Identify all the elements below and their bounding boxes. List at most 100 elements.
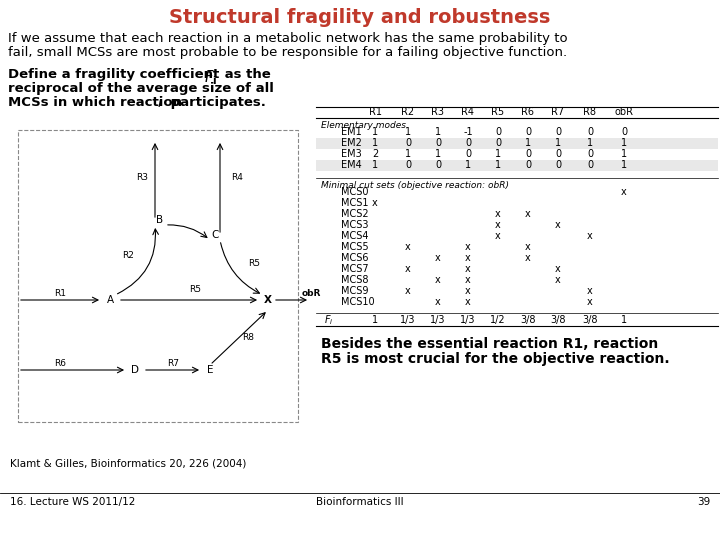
Text: 16. Lecture WS 2011/12: 16. Lecture WS 2011/12 xyxy=(10,497,135,507)
Text: x: x xyxy=(435,275,441,285)
Text: R5: R5 xyxy=(189,286,201,294)
Text: 0: 0 xyxy=(495,138,501,148)
Text: Elementary modes: Elementary modes xyxy=(321,122,406,131)
Text: 0: 0 xyxy=(405,138,411,148)
Text: R3: R3 xyxy=(136,173,148,183)
Text: fail, small MCSs are most probable to be responsible for a failing objective fun: fail, small MCSs are most probable to be… xyxy=(8,46,567,59)
Text: EM4: EM4 xyxy=(341,160,361,170)
Text: R6: R6 xyxy=(54,359,66,368)
Text: x: x xyxy=(587,286,593,296)
Text: 3/8: 3/8 xyxy=(582,315,598,325)
Text: 0: 0 xyxy=(465,138,471,148)
Text: x: x xyxy=(525,209,531,219)
Text: x: x xyxy=(465,297,471,307)
Text: 3/8: 3/8 xyxy=(521,315,536,325)
Text: x: x xyxy=(587,297,593,307)
Text: 1: 1 xyxy=(555,138,561,148)
Text: A: A xyxy=(107,295,114,305)
Text: R5: R5 xyxy=(492,107,505,117)
Text: x: x xyxy=(465,275,471,285)
Text: MCS5: MCS5 xyxy=(341,242,369,252)
Text: x: x xyxy=(555,264,561,274)
Text: x: x xyxy=(495,220,501,230)
Text: participates.: participates. xyxy=(166,96,266,109)
Text: Minimal cut sets (objective reaction: obR): Minimal cut sets (objective reaction: ob… xyxy=(321,180,509,190)
Text: 0: 0 xyxy=(587,149,593,159)
Text: -1: -1 xyxy=(463,127,473,137)
Text: x: x xyxy=(587,231,593,241)
Text: MCS4: MCS4 xyxy=(341,231,369,241)
Text: MCS7: MCS7 xyxy=(341,264,369,274)
Text: MCS10: MCS10 xyxy=(341,297,374,307)
Text: 1: 1 xyxy=(525,138,531,148)
Text: EM2: EM2 xyxy=(341,138,362,148)
Text: 1: 1 xyxy=(405,127,411,137)
Text: Structural fragility and robustness: Structural fragility and robustness xyxy=(169,8,551,27)
Text: R5: R5 xyxy=(248,259,260,267)
Text: 0: 0 xyxy=(465,149,471,159)
Text: R5 is most crucial for the objective reaction.: R5 is most crucial for the objective rea… xyxy=(321,352,670,366)
Text: x: x xyxy=(525,253,531,263)
Text: 0: 0 xyxy=(525,149,531,159)
Text: x: x xyxy=(465,286,471,296)
Text: 1/3: 1/3 xyxy=(400,315,415,325)
Text: 1: 1 xyxy=(495,149,501,159)
Text: 1: 1 xyxy=(621,149,627,159)
Text: x: x xyxy=(465,264,471,274)
Text: x: x xyxy=(405,286,411,296)
Text: 0: 0 xyxy=(555,127,561,137)
Text: 1: 1 xyxy=(435,149,441,159)
Text: x: x xyxy=(495,231,501,241)
Text: MCS8: MCS8 xyxy=(341,275,369,285)
Text: R3: R3 xyxy=(431,107,444,117)
Text: R2: R2 xyxy=(122,251,134,260)
Bar xyxy=(316,159,718,171)
Text: 1: 1 xyxy=(621,160,627,170)
Text: C: C xyxy=(211,230,219,240)
Text: reciprocal of the average size of all: reciprocal of the average size of all xyxy=(8,82,274,95)
Text: EM1: EM1 xyxy=(341,127,361,137)
Text: x: x xyxy=(495,209,501,219)
Text: EM3: EM3 xyxy=(341,149,361,159)
Text: 0: 0 xyxy=(587,127,593,137)
Text: x: x xyxy=(465,242,471,252)
Text: 0: 0 xyxy=(555,149,561,159)
Text: R4: R4 xyxy=(231,173,243,183)
Text: obR: obR xyxy=(614,107,634,117)
Text: 1: 1 xyxy=(621,138,627,148)
Text: MCS2: MCS2 xyxy=(341,209,369,219)
Text: x: x xyxy=(372,198,378,208)
Bar xyxy=(316,138,718,148)
Text: D: D xyxy=(131,365,139,375)
Text: x: x xyxy=(525,242,531,252)
Text: E: E xyxy=(207,365,213,375)
Text: 1: 1 xyxy=(405,149,411,159)
Text: x: x xyxy=(555,220,561,230)
Text: 0: 0 xyxy=(555,160,561,170)
Text: $\mathit{i}$: $\mathit{i}$ xyxy=(157,96,163,110)
Text: 1: 1 xyxy=(372,138,378,148)
Text: 0: 0 xyxy=(621,127,627,137)
Text: 3/8: 3/8 xyxy=(550,315,566,325)
Text: MCS3: MCS3 xyxy=(341,220,369,230)
Text: Klamt & Gilles, Bioinformatics 20, 226 (2004): Klamt & Gilles, Bioinformatics 20, 226 (… xyxy=(10,458,246,468)
Text: x: x xyxy=(465,253,471,263)
Text: 1: 1 xyxy=(372,127,378,137)
Text: x: x xyxy=(405,264,411,274)
Text: x: x xyxy=(435,253,441,263)
Text: x: x xyxy=(435,297,441,307)
Text: x: x xyxy=(555,275,561,285)
Text: R7: R7 xyxy=(552,107,564,117)
Text: MCS6: MCS6 xyxy=(341,253,369,263)
Text: 1: 1 xyxy=(435,127,441,137)
Text: x: x xyxy=(621,187,627,197)
Text: MCS1: MCS1 xyxy=(341,198,369,208)
Text: R1: R1 xyxy=(54,288,66,298)
Text: as the: as the xyxy=(220,68,271,81)
Text: 0: 0 xyxy=(587,160,593,170)
Text: R7: R7 xyxy=(167,359,179,368)
Text: R2: R2 xyxy=(402,107,415,117)
Bar xyxy=(18,130,298,422)
Text: 1/3: 1/3 xyxy=(460,315,476,325)
Text: MCS9: MCS9 xyxy=(341,286,369,296)
